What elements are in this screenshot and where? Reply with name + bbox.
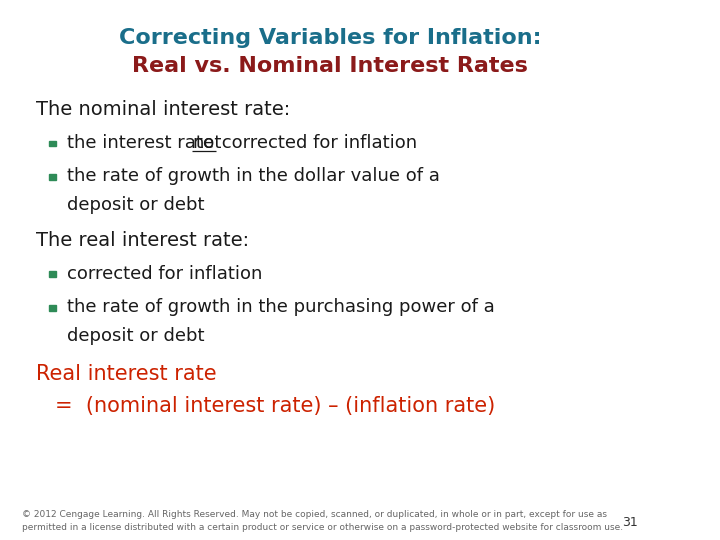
Text: not: not <box>192 134 221 152</box>
Text: © 2012 Cengage Learning. All Rights Reserved. May not be copied, scanned, or dup: © 2012 Cengage Learning. All Rights Rese… <box>22 510 624 532</box>
Text: deposit or debt: deposit or debt <box>67 196 204 214</box>
FancyBboxPatch shape <box>48 140 56 146</box>
FancyBboxPatch shape <box>48 272 56 278</box>
Text: Real vs. Nominal Interest Rates: Real vs. Nominal Interest Rates <box>132 56 528 76</box>
Text: the interest rate: the interest rate <box>67 134 220 152</box>
Text: Correcting Variables for Inflation:: Correcting Variables for Inflation: <box>119 28 541 48</box>
FancyBboxPatch shape <box>48 305 56 310</box>
Text: The real interest rate:: The real interest rate: <box>35 231 248 250</box>
Text: the rate of growth in the purchasing power of a: the rate of growth in the purchasing pow… <box>67 299 495 316</box>
Text: Real interest rate: Real interest rate <box>35 364 216 384</box>
Text: deposit or debt: deposit or debt <box>67 327 204 345</box>
FancyBboxPatch shape <box>48 174 56 180</box>
Text: corrected for inflation: corrected for inflation <box>215 134 417 152</box>
Text: =  (nominal interest rate) – (inflation rate): = (nominal interest rate) – (inflation r… <box>55 396 495 416</box>
Text: 31: 31 <box>622 516 638 529</box>
Text: The nominal interest rate:: The nominal interest rate: <box>35 100 289 119</box>
Text: corrected for inflation: corrected for inflation <box>67 265 262 284</box>
Text: the rate of growth in the dollar value of a: the rate of growth in the dollar value o… <box>67 167 440 185</box>
